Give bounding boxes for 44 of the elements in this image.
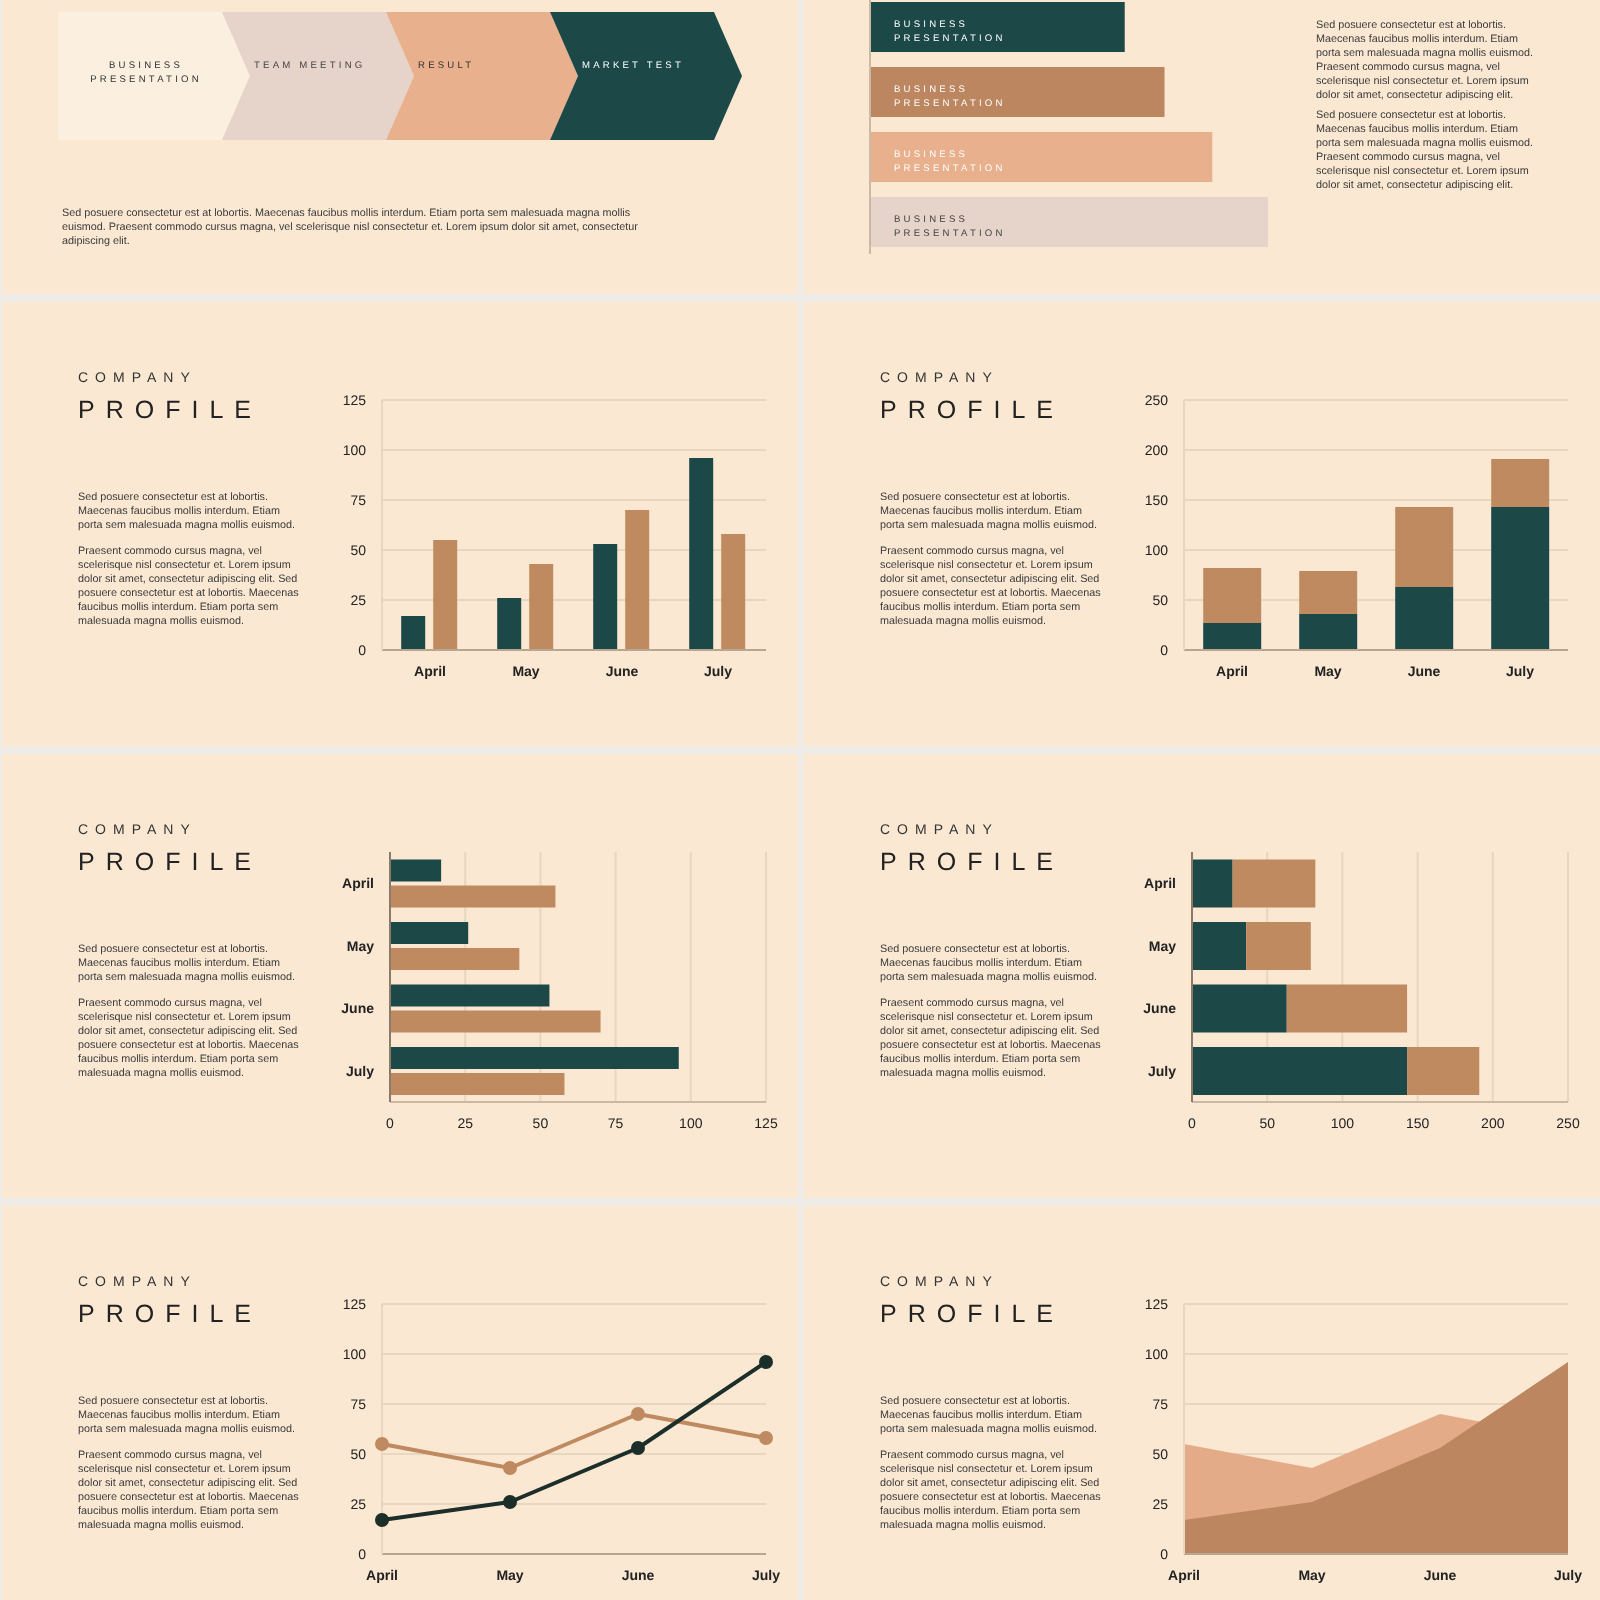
point (503, 1461, 517, 1475)
bar (689, 458, 714, 650)
bar (593, 544, 618, 650)
bar (529, 564, 554, 650)
bar (390, 859, 442, 882)
point (375, 1513, 389, 1527)
bar (390, 984, 550, 1007)
bar (497, 598, 522, 650)
bar (1299, 614, 1358, 650)
bar (1299, 571, 1358, 614)
bar (390, 885, 556, 908)
point (759, 1355, 773, 1369)
bar (390, 1073, 565, 1095)
point (759, 1431, 773, 1445)
bar (401, 616, 426, 650)
bar (1491, 459, 1550, 507)
bar (1246, 922, 1311, 970)
bar (390, 922, 469, 944)
bar (1192, 984, 1287, 1033)
bar (1192, 922, 1247, 970)
point (375, 1437, 389, 1451)
bar (390, 948, 520, 970)
bar (1203, 623, 1262, 650)
point (631, 1407, 645, 1421)
point (631, 1441, 645, 1455)
bar (1407, 1047, 1480, 1095)
bar (1491, 507, 1550, 650)
bar (433, 540, 458, 650)
bar (1286, 984, 1408, 1033)
bar (1203, 568, 1262, 623)
bar (870, 67, 1165, 117)
bar (1395, 587, 1454, 650)
bar (1192, 1047, 1408, 1095)
bar (390, 1047, 679, 1069)
bar (625, 510, 650, 650)
bar (1395, 507, 1454, 587)
bar (390, 1010, 601, 1033)
bar (870, 197, 1268, 247)
bar (870, 132, 1213, 182)
bar (1192, 859, 1233, 908)
bar (721, 534, 746, 650)
point (503, 1495, 517, 1509)
bar (1232, 859, 1316, 908)
bar (870, 2, 1125, 52)
